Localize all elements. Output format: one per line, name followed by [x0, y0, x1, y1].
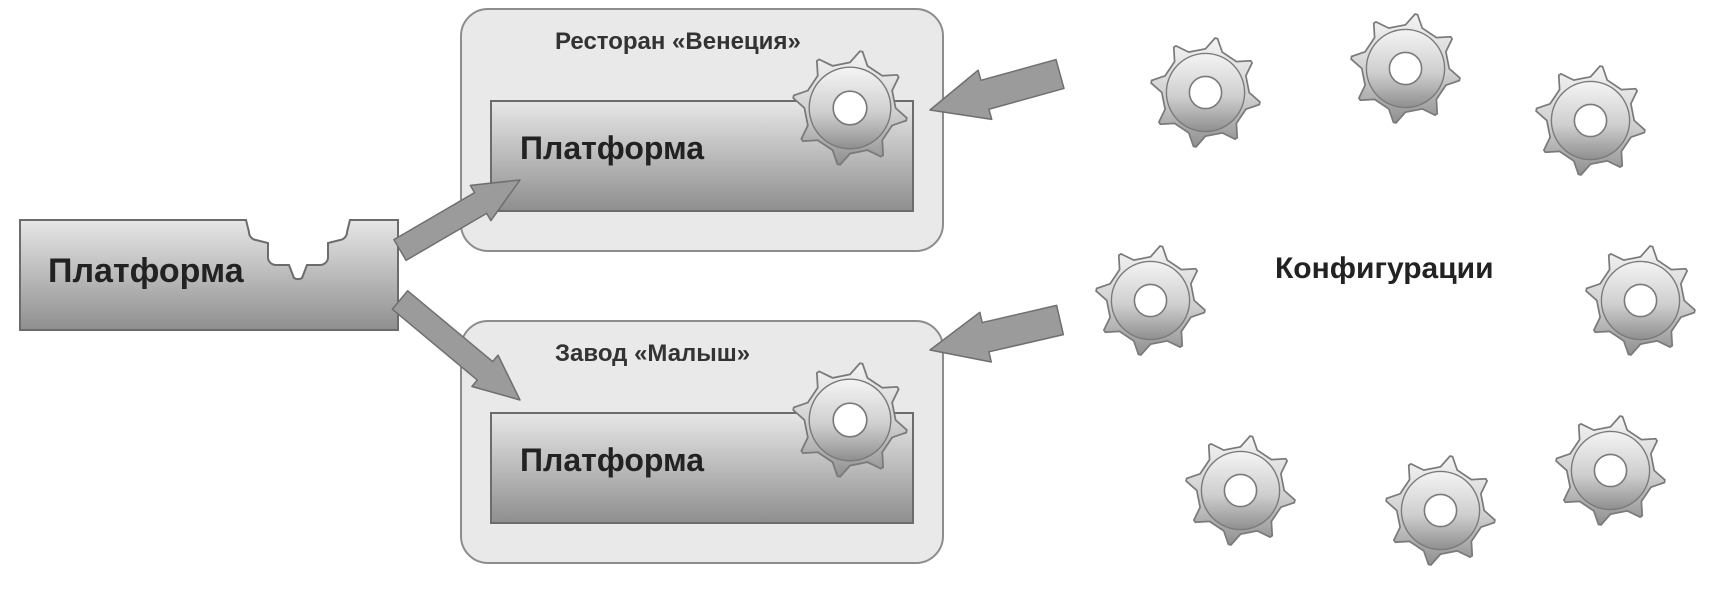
- panel-factory-gear-icon: [790, 360, 910, 480]
- config-gear-icon: [1148, 35, 1263, 150]
- panel-restaurant-block-label: Платформа: [520, 130, 704, 167]
- config-gear-icon: [1183, 433, 1298, 548]
- config-label: Конфигурации: [1275, 252, 1494, 286]
- panel-restaurant-gear-icon: [790, 48, 910, 168]
- panel-factory-block-label: Платформа: [520, 442, 704, 479]
- config-gear-icon: [1348, 11, 1463, 126]
- panel-factory-title: Завод «Малыш»: [555, 340, 750, 368]
- arrow-icon: [930, 305, 1063, 362]
- config-gear-icon: [1553, 413, 1668, 528]
- diagram-stage: Платформа Ресторан «Венеция» Платформа З…: [0, 0, 1725, 600]
- config-gear-icon: [1093, 243, 1208, 358]
- panel-restaurant-title: Ресторан «Венеция»: [555, 28, 801, 56]
- config-gear-icon: [1383, 453, 1498, 568]
- left-platform-label: Платформа: [48, 252, 244, 291]
- config-gear-icon: [1583, 243, 1698, 358]
- config-gear-icon: [1533, 63, 1648, 178]
- arrow-icon: [930, 60, 1064, 120]
